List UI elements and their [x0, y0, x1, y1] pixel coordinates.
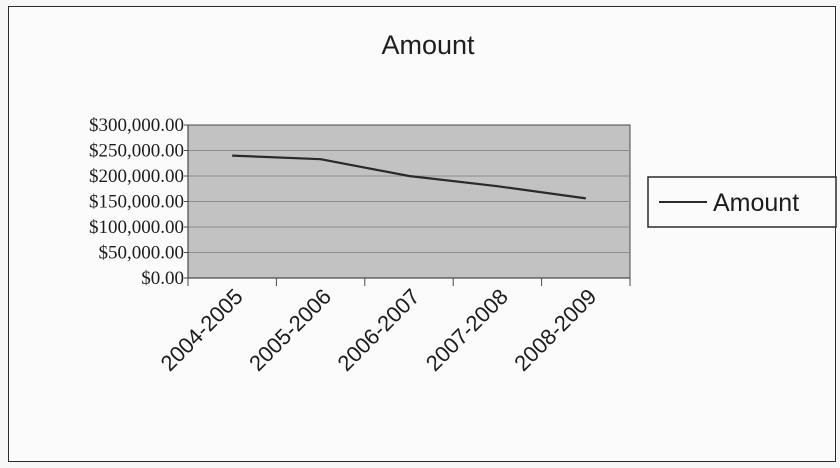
axes — [184, 124, 631, 286]
y-tick-label: $0.00 — [141, 268, 184, 289]
x-tick-label: 2007-2008 — [421, 284, 513, 376]
y-tick-label: $200,000.00 — [89, 166, 184, 187]
y-tick-label: $300,000.00 — [89, 115, 184, 136]
y-tick-label: $100,000.00 — [89, 217, 184, 238]
gridlines — [188, 150, 630, 253]
x-tick-label: 2008-2009 — [509, 284, 601, 376]
x-tick-label: 2004-2005 — [156, 284, 248, 376]
y-tick-label: $50,000.00 — [99, 243, 185, 264]
x-axis-tick-labels: 2004-20052005-20062006-20072007-20082008… — [156, 284, 602, 376]
y-tick-label: $250,000.00 — [89, 141, 184, 162]
legend-label-amount: Amount — [713, 189, 799, 217]
legend: Amount — [647, 176, 837, 228]
y-axis-tick-labels: $0.00 $50,000.00 $100,000.00 $150,000.00 $20… — [89, 115, 184, 289]
chart-title: Amount — [381, 30, 475, 60]
y-tick-label: $150,000.00 — [89, 192, 184, 213]
x-tick-label: 2006-2007 — [332, 284, 424, 376]
x-tick-label: 2005-2006 — [244, 284, 336, 376]
series-group — [232, 154, 586, 200]
